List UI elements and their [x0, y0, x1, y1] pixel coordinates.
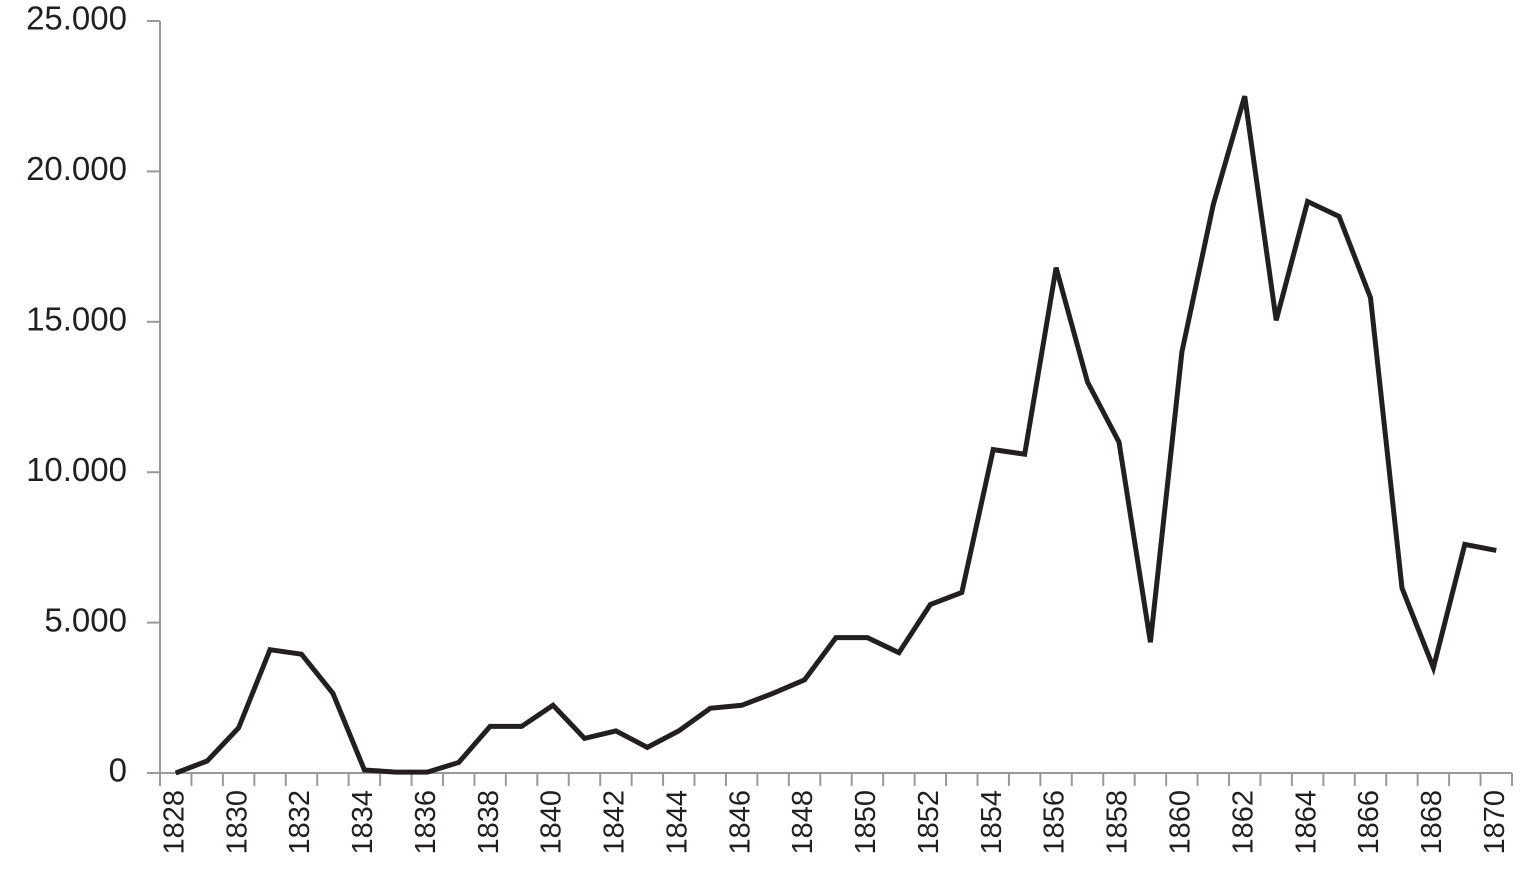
x-tick-label: 1860 — [1165, 790, 1197, 855]
x-tick-label: 1828 — [158, 790, 190, 855]
x-tick-label: 1870 — [1479, 790, 1511, 855]
x-tick-label: 1848 — [787, 790, 819, 855]
x-tick-label: 1832 — [284, 790, 316, 855]
x-tick-label: 1868 — [1416, 790, 1448, 855]
x-tick-label: 1852 — [913, 790, 945, 855]
x-tick-label: 1850 — [850, 790, 882, 855]
y-tick-label: 10.000 — [26, 451, 127, 488]
x-tick-label: 1862 — [1227, 790, 1259, 855]
x-tick-label: 1838 — [473, 790, 505, 855]
x-tick-label: 1856 — [1039, 790, 1071, 855]
x-tick-label: 1866 — [1353, 790, 1385, 855]
x-tick-label: 1844 — [661, 790, 693, 855]
x-tick-label: 1846 — [724, 790, 756, 855]
x-tick-label: 1834 — [347, 790, 379, 855]
x-tick-label: 1858 — [1102, 790, 1134, 855]
x-tick-label: 1840 — [536, 790, 568, 855]
y-tick-label: 5.000 — [44, 601, 127, 638]
x-tick-label: 1830 — [221, 790, 253, 855]
x-tick-label: 1836 — [410, 790, 442, 855]
y-tick-label: 0 — [109, 752, 127, 789]
x-tick-label: 1842 — [599, 790, 631, 855]
x-tick-label: 1854 — [976, 790, 1008, 855]
data-line — [174, 95, 1497, 776]
y-tick-label: 20.000 — [26, 150, 127, 187]
x-tick-label: 1864 — [1290, 790, 1322, 855]
y-tick-label: 25.000 — [26, 0, 127, 37]
y-tick-label: 15.000 — [26, 301, 127, 338]
